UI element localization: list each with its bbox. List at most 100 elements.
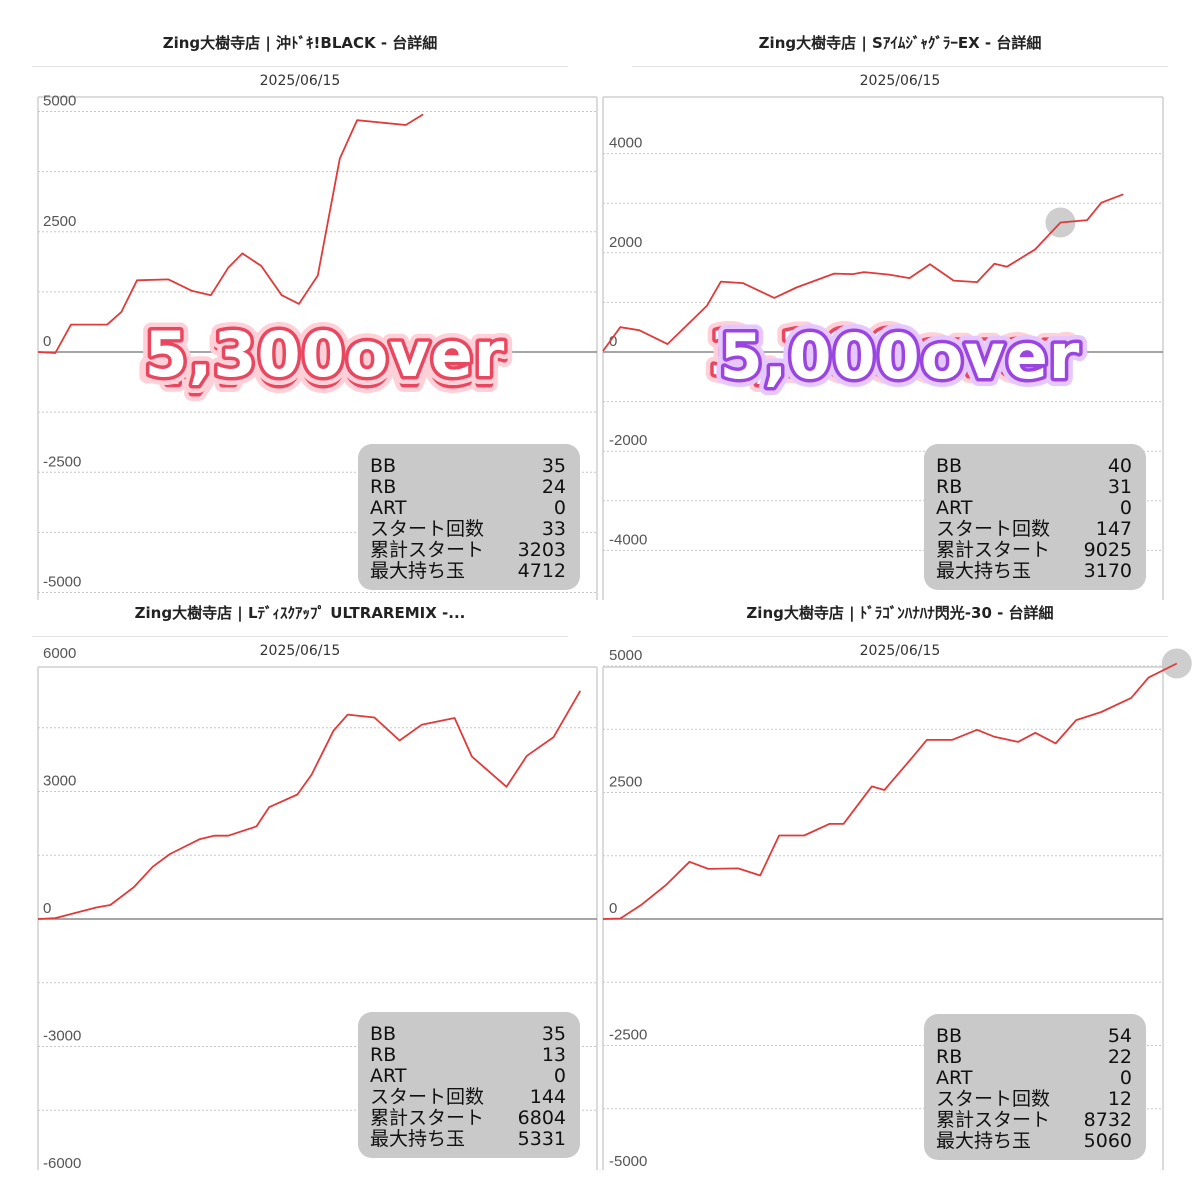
stat-value: 13 bbox=[541, 1044, 566, 1066]
chart-date: 2025/06/15 bbox=[859, 643, 941, 659]
stat-value: 3170 bbox=[1083, 560, 1132, 582]
stat-label: 最大持ち玉 bbox=[936, 560, 1032, 582]
y-tick-label: 3000 bbox=[43, 773, 76, 790]
stat-value: 144 bbox=[529, 1086, 566, 1108]
stat-row-bb: BB 54 bbox=[936, 1026, 1132, 1047]
y-tick-label: 0 bbox=[609, 900, 617, 917]
stat-value: 33 bbox=[541, 518, 566, 540]
stat-label: スタート回数 bbox=[370, 1086, 485, 1108]
stat-label: 累計スタート bbox=[370, 1107, 485, 1129]
y-tick-label: 5000 bbox=[609, 647, 642, 664]
stat-value: 3203 bbox=[517, 539, 566, 561]
chart-panel-3: Zing大樹寺店 | Lﾃﾞｨｽｸｱｯﾌﾟ ULTRAREMIX -... 20… bbox=[0, 310, 600, 1172]
stat-label: 累計スタート bbox=[370, 539, 485, 561]
series-line bbox=[602, 193, 1124, 352]
stat-label: 最大持ち玉 bbox=[936, 1130, 1032, 1152]
stat-value: 40 bbox=[1107, 455, 1132, 477]
stat-label: スタート回数 bbox=[370, 518, 485, 540]
stat-row-rb: RB 24 bbox=[370, 477, 566, 498]
stat-label: 累計スタート bbox=[936, 1109, 1051, 1131]
stat-row-rb: RB 13 bbox=[370, 1045, 566, 1066]
overlay-text: 5,300over bbox=[145, 318, 506, 391]
stat-value: 31 bbox=[1107, 476, 1132, 498]
panel-title: Zing大樹寺店 | Lﾃﾞｨｽｸｱｯﾌﾟ ULTRAREMIX -... bbox=[134, 604, 466, 622]
stat-value: 9025 bbox=[1083, 539, 1132, 561]
stat-label: RB bbox=[370, 1044, 397, 1066]
y-tick-label: -5000 bbox=[43, 574, 81, 591]
stat-value: 8732 bbox=[1083, 1109, 1132, 1131]
y-tick-label: -5000 bbox=[609, 1153, 647, 1170]
overlay-text: 4,700over bbox=[145, 326, 506, 399]
overlay-text: 3,100over bbox=[710, 317, 1071, 390]
stats-box: BB 35 RB 24 ART 0 スタート回数 33 累計スタート 3203 最大持ち玉… bbox=[358, 444, 580, 590]
stat-label: RB bbox=[936, 1046, 963, 1068]
stat-row-start-count: スタート回数 147 bbox=[936, 519, 1132, 540]
stat-value: 54 bbox=[1107, 1025, 1132, 1047]
y-tick-label: 0 bbox=[609, 333, 617, 350]
stat-row-art: ART 0 bbox=[370, 1066, 566, 1087]
stat-label: スタート回数 bbox=[936, 518, 1051, 540]
stat-label: 最大持ち玉 bbox=[370, 560, 466, 582]
y-tick-label: -2500 bbox=[43, 453, 81, 470]
stat-row-start-count: スタート回数 144 bbox=[370, 1087, 566, 1108]
stat-label: RB bbox=[936, 476, 963, 498]
stat-row-max-balls: 最大持ち玉 4712 bbox=[370, 561, 566, 582]
panel-title: Zing大樹寺店 | SｱｲﾑｼﾞｬｸﾞﾗｰEX - 台詳細 bbox=[758, 34, 1042, 52]
y-tick-label: 0 bbox=[43, 900, 51, 917]
stat-label: スタート回数 bbox=[936, 1088, 1051, 1110]
chart-date: 2025/06/15 bbox=[859, 73, 941, 89]
overlay-text-glow: 5,300over bbox=[145, 318, 506, 391]
overlay-text: 5,000over bbox=[720, 320, 1081, 393]
series-line bbox=[37, 113, 424, 354]
stat-label: RB bbox=[370, 476, 397, 498]
stat-label: 累計スタート bbox=[936, 539, 1051, 561]
chart-panel-2: Zing大樹寺店 | SｱｲﾑｼﾞｬｸﾞﾗｰEX - 台詳細 2025/06/1… bbox=[600, 0, 1200, 600]
y-tick-label: 4000 bbox=[609, 135, 642, 152]
stat-row-art: ART 0 bbox=[936, 1068, 1132, 1089]
stat-row-total-start: 累計スタート 9025 bbox=[936, 540, 1132, 561]
chart-panel-4: Zing大樹寺店 | ﾄﾞﾗｺﾞﾝﾊﾅﾊﾅ閃光-30 - 台詳細 2025/06… bbox=[600, 312, 1200, 1170]
y-tick-label: -2000 bbox=[609, 432, 647, 449]
series-line bbox=[602, 662, 1178, 920]
stat-row-rb: RB 31 bbox=[936, 477, 1132, 498]
stat-row-bb: BB 35 bbox=[370, 1024, 566, 1045]
stat-row-start-count: スタート回数 12 bbox=[936, 1089, 1132, 1110]
divider bbox=[632, 66, 1168, 67]
stat-label: BB bbox=[936, 455, 963, 477]
y-tick-label: -2500 bbox=[609, 1027, 647, 1044]
y-tick-label: 2500 bbox=[43, 213, 76, 230]
stat-value: 35 bbox=[541, 455, 566, 477]
stat-value: 12 bbox=[1107, 1088, 1132, 1110]
y-tick-label: 5000 bbox=[43, 93, 76, 110]
stat-row-art: ART 0 bbox=[936, 498, 1132, 519]
stat-value: 147 bbox=[1095, 518, 1132, 540]
stat-value: 35 bbox=[541, 1023, 566, 1045]
overlay-text-glow: 3,100over bbox=[710, 317, 1071, 390]
stat-value: 5331 bbox=[517, 1128, 566, 1150]
series-line bbox=[37, 690, 582, 920]
y-tick-label: -4000 bbox=[609, 531, 647, 548]
y-tick-label: 2500 bbox=[609, 774, 642, 791]
chart-date: 2025/06/15 bbox=[259, 73, 341, 89]
stat-label: BB bbox=[936, 1025, 963, 1047]
stat-label: ART bbox=[936, 1067, 973, 1089]
overlay-text-glow: 4,700over bbox=[145, 326, 506, 399]
stat-row-start-count: スタート回数 33 bbox=[370, 519, 566, 540]
y-tick-label: -3000 bbox=[43, 1028, 81, 1045]
stat-row-bb: BB 35 bbox=[370, 456, 566, 477]
stat-row-max-balls: 最大持ち玉 5331 bbox=[370, 1129, 566, 1150]
stat-label: BB bbox=[370, 1023, 397, 1045]
stat-label: ART bbox=[370, 1065, 407, 1087]
stats-box: BB 54 RB 22 ART 0 スタート回数 12 累計スタート 8732 最大持ち玉… bbox=[924, 1014, 1146, 1160]
panel-title: Zing大樹寺店 | 沖ﾄﾞｷ!BLACK - 台詳細 bbox=[162, 34, 438, 52]
chart-panel-1: Zing大樹寺店 | 沖ﾄﾞｷ!BLACK - 台詳細 2025/06/15 5… bbox=[0, 0, 600, 600]
stat-value: 0 bbox=[1119, 1067, 1132, 1089]
y-tick-label: 2000 bbox=[609, 234, 642, 251]
stat-value: 24 bbox=[541, 476, 566, 498]
y-tick-label: 6000 bbox=[43, 645, 76, 662]
